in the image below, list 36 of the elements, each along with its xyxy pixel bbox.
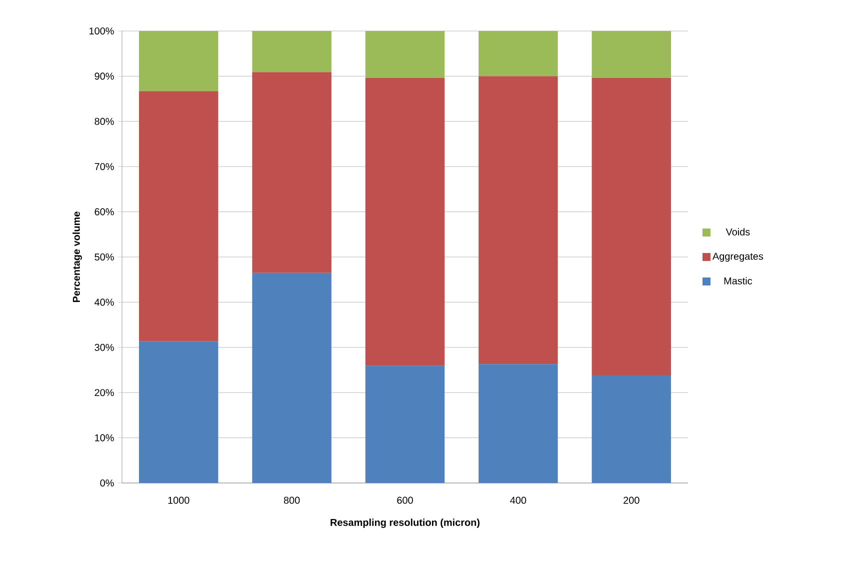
- bar: [592, 374, 672, 483]
- bar: [478, 364, 558, 483]
- y-tick-label: 50%: [94, 253, 114, 261]
- bar: [365, 78, 445, 366]
- legend-label: Voids: [726, 228, 750, 236]
- bar: [478, 76, 558, 364]
- bar: [252, 72, 332, 273]
- bar: [138, 341, 218, 483]
- y-tick-label: 40%: [94, 298, 114, 306]
- y-tick-label: 10%: [95, 434, 114, 442]
- bar: [365, 366, 445, 483]
- x-tick-label: 200: [624, 496, 640, 504]
- y-tick-label: 0%: [100, 479, 114, 487]
- bar: [478, 30, 558, 76]
- bar: [252, 30, 332, 72]
- x-tick-label: 400: [510, 496, 526, 504]
- y-tick-label: 90%: [94, 72, 114, 80]
- y-tick-label: 60%: [94, 208, 114, 216]
- x-tick-label: 600: [397, 496, 413, 504]
- y-tick-label: 70%: [94, 163, 114, 170]
- bar: [138, 30, 218, 92]
- x-tick-label: 1000: [168, 496, 190, 504]
- y-tick-label: 80%: [94, 118, 114, 125]
- bar: [138, 91, 218, 342]
- bar: [592, 30, 672, 78]
- x-axis-title: Resampling resolution (micron): [330, 518, 480, 528]
- y-tick-label: 100%: [90, 27, 114, 35]
- bar: [252, 272, 332, 483]
- legend-label: Aggregates: [712, 252, 764, 262]
- y-tick-label: 20%: [94, 389, 114, 396]
- y-axis-title: Percentage volume: [72, 212, 82, 302]
- legend-label: Mastic: [724, 277, 752, 284]
- y-tick-label: 30%: [94, 344, 114, 351]
- bar: [592, 78, 672, 375]
- x-tick-label: 800: [284, 496, 300, 504]
- bar: [365, 30, 445, 78]
